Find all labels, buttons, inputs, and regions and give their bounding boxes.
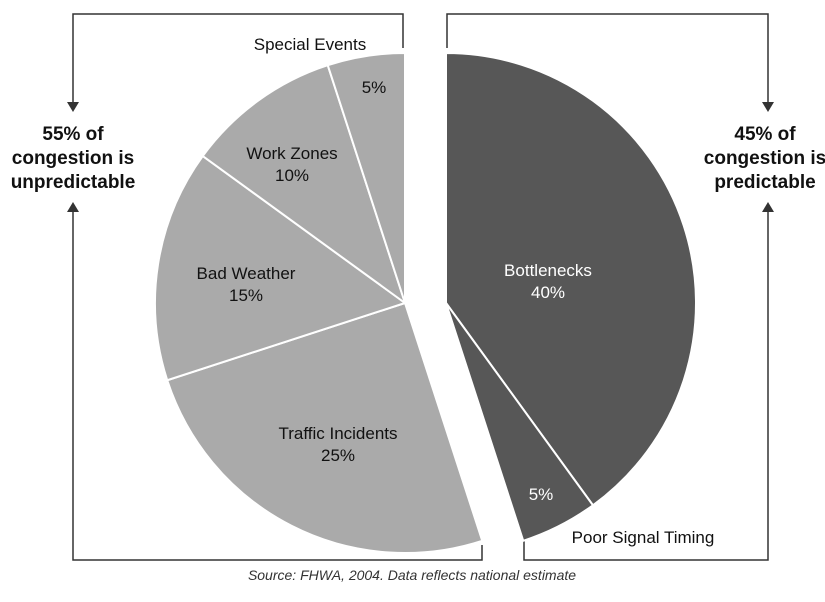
slice-label-traffic-incidents: Traffic Incidents (278, 424, 397, 443)
slice-labels: Bottlenecks 40% 5% Poor Signal Timing Traffi… (197, 35, 715, 547)
bracket-predictable-top (446, 13, 769, 102)
slice-label-bad-weather: Bad Weather (197, 264, 296, 283)
slice-value-bad-weather: 15% (229, 286, 263, 305)
arrow-unpredictable-bottom (67, 202, 79, 212)
slice-value-work-zones: 10% (275, 166, 309, 185)
arrow-unpredictable-top (67, 102, 79, 112)
group-labels: 55% of congestion is unpredictable 45% of co… (11, 124, 825, 193)
pie-slice-poor-signal-timing (445, 302, 595, 543)
group-label-predictable-line-2: congestion is (704, 148, 825, 169)
group-label-predictable-line-1: 45% of (734, 124, 796, 145)
bracket-predictable-bottom (523, 212, 769, 561)
pie-slice-special-events (326, 51, 406, 304)
group-label-unpredictable-line-2: congestion is (12, 148, 134, 169)
slice-label-poor-signal-timing: Poor Signal Timing (572, 528, 715, 547)
slice-value-special-events: 5% (362, 78, 387, 97)
bracket-unpredictable-top (72, 13, 404, 102)
slice-label-bottlenecks: Bottlenecks (504, 261, 592, 280)
slice-value-bottlenecks: 40% (531, 283, 565, 302)
slice-label-work-zones: Work Zones (246, 144, 337, 163)
pie-slices (154, 51, 697, 554)
group-label-unpredictable-line-3: unpredictable (11, 172, 136, 193)
source-note: Source: FHWA, 2004. Data reflects nation… (248, 567, 576, 583)
bracket-unpredictable-bottom (72, 212, 483, 561)
pie-slice-traffic-incidents (165, 301, 484, 554)
arrow-predictable-bottom (762, 202, 774, 212)
slice-value-poor-signal-timing: 5% (529, 485, 554, 504)
pie-slice-bad-weather (154, 154, 408, 382)
slice-label-special-events: Special Events (254, 35, 366, 54)
group-label-predictable-line-3: predictable (714, 172, 815, 193)
group-label-unpredictable-line-1: 55% of (42, 124, 104, 145)
arrow-predictable-top (762, 102, 774, 112)
pie-slice-bottlenecks (445, 51, 697, 507)
slice-value-traffic-incidents: 25% (321, 446, 355, 465)
pie-slice-work-zones (201, 63, 407, 306)
group-brackets (67, 13, 774, 561)
